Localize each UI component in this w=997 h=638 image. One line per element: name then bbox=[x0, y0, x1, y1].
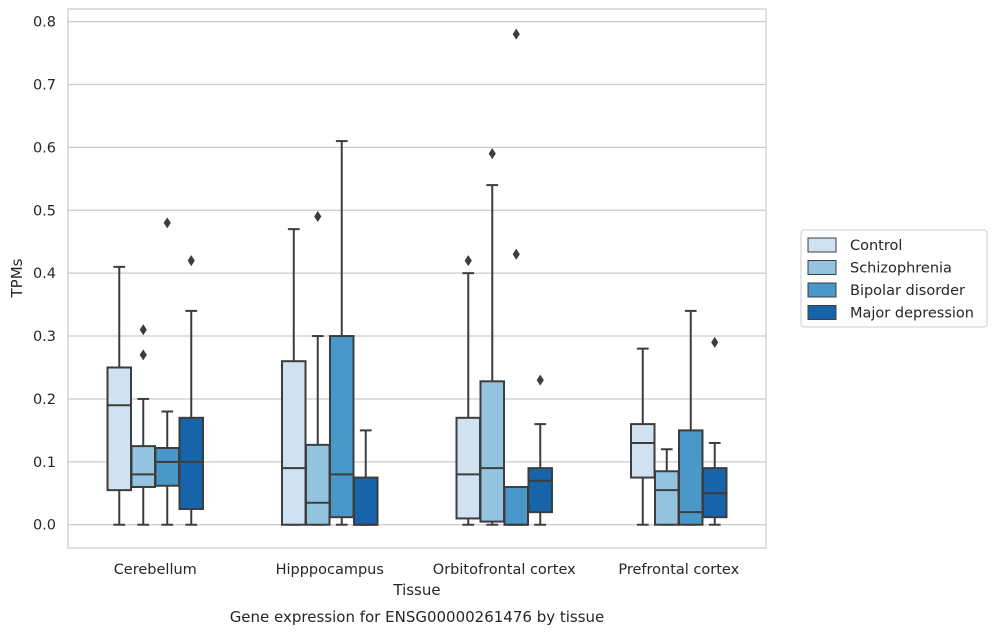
box-iqr bbox=[304, 443, 331, 526]
box-iqr bbox=[503, 485, 530, 526]
y-tick-label: 0.4 bbox=[33, 266, 56, 282]
y-tick-label: 0.0 bbox=[33, 518, 56, 534]
box-plot-group bbox=[281, 228, 307, 526]
box-plot-group bbox=[503, 28, 530, 526]
box-iqr bbox=[630, 423, 656, 479]
box-plot-group bbox=[455, 255, 482, 526]
outlier-point bbox=[488, 148, 496, 160]
outlier-point bbox=[139, 324, 147, 336]
y-axis-label: TPMs bbox=[8, 258, 26, 298]
legend-swatch bbox=[807, 260, 837, 275]
box-plot-group bbox=[677, 309, 704, 526]
box-plot-marks bbox=[106, 28, 728, 526]
box-plot-group bbox=[178, 255, 204, 526]
box-plot-group bbox=[352, 429, 379, 526]
x-axis-label: Tissue bbox=[392, 581, 440, 599]
y-tick-label: 0.7 bbox=[33, 77, 56, 93]
box-plot-group bbox=[130, 324, 157, 526]
legend-label: Major depression bbox=[850, 306, 974, 322]
legend-label: Control bbox=[850, 238, 902, 254]
x-tick-label: Prefrontal cortex bbox=[618, 562, 739, 578]
box-iqr bbox=[328, 335, 355, 519]
outlier-point bbox=[711, 336, 719, 348]
x-tick-label: Hipppocampus bbox=[276, 562, 384, 578]
box-iqr bbox=[677, 429, 704, 526]
legend-frame bbox=[800, 229, 988, 328]
box-iqr bbox=[527, 467, 553, 514]
outlier-point bbox=[163, 217, 171, 229]
box-plot-group bbox=[328, 140, 355, 526]
chart-caption: Gene expression for ENSG00000261476 by t… bbox=[230, 608, 605, 626]
y-tick-label: 0.3 bbox=[33, 329, 56, 345]
x-tick-labels: Cerebellum Hipppocampus Orbitofrontal cort… bbox=[114, 562, 740, 578]
x-tick-label: Cerebellum bbox=[114, 562, 197, 578]
box-iqr bbox=[106, 366, 133, 492]
legend-label: Bipolar disorder bbox=[850, 283, 965, 299]
box-iqr bbox=[455, 416, 482, 520]
box-iqr bbox=[479, 380, 506, 523]
legend-swatch bbox=[807, 282, 837, 298]
box-iqr bbox=[130, 445, 157, 488]
box-plot-group bbox=[304, 211, 331, 526]
outlier-point bbox=[536, 374, 544, 386]
y-tick-label: 0.8 bbox=[33, 15, 56, 31]
legend: Control Schizophrenia Bipolar disorder Majo… bbox=[800, 229, 988, 328]
legend-label: Schizophrenia bbox=[850, 261, 952, 277]
box-iqr bbox=[653, 470, 680, 526]
box-plot-group bbox=[106, 265, 133, 526]
box-iqr bbox=[154, 446, 181, 487]
box-plot-group bbox=[653, 448, 680, 526]
y-tick-label: 0.5 bbox=[33, 203, 56, 219]
outlier-point bbox=[314, 211, 322, 223]
outlier-point bbox=[139, 349, 147, 361]
outlier-point bbox=[464, 255, 472, 267]
outlier-point bbox=[512, 28, 520, 40]
outlier-point bbox=[512, 248, 520, 260]
y-tick-labels: 0.0 0.1 0.2 0.3 0.4 0.5 0.6 0.7 0.8 bbox=[33, 15, 56, 534]
legend-swatch bbox=[807, 237, 837, 253]
box-plot-group bbox=[154, 217, 181, 526]
outlier-point bbox=[187, 255, 195, 267]
plot-frame bbox=[67, 8, 767, 549]
box-iqr bbox=[281, 360, 307, 526]
box-plot-group bbox=[701, 336, 728, 526]
y-tick-label: 0.1 bbox=[33, 455, 56, 471]
box-iqr bbox=[178, 416, 204, 511]
legend-swatch bbox=[807, 305, 837, 320]
x-tick-label: Orbitofrontal cortex bbox=[433, 562, 576, 578]
box-plot-group bbox=[479, 148, 506, 526]
y-tick-label: 0.6 bbox=[33, 140, 56, 156]
box-plot-group bbox=[527, 374, 553, 526]
box-plot-group bbox=[630, 347, 656, 526]
box-iqr bbox=[352, 476, 379, 526]
y-tick-label: 0.2 bbox=[33, 392, 56, 408]
